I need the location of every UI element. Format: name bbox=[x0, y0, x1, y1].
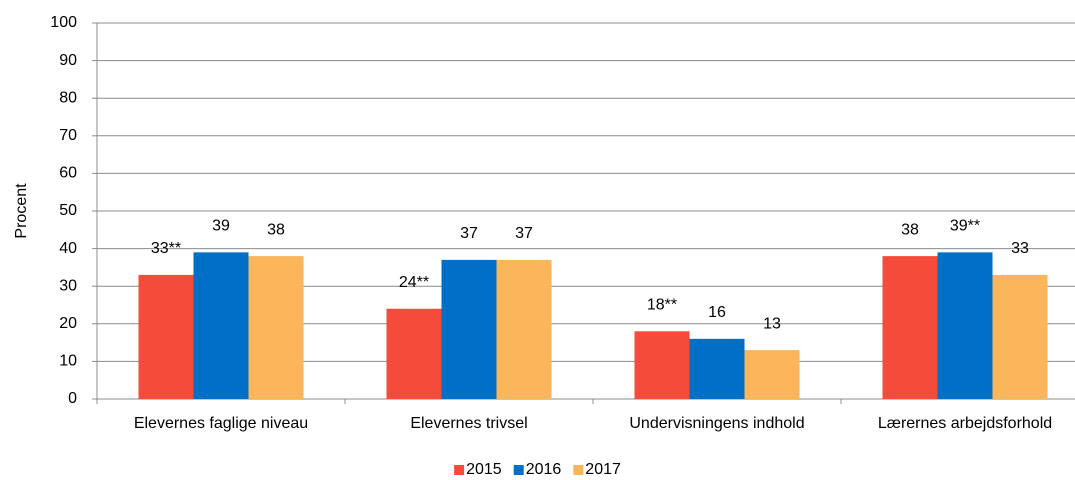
bar bbox=[937, 252, 993, 399]
y-axis-label: Procent bbox=[13, 183, 30, 239]
bar bbox=[634, 331, 690, 399]
data-label: 39 bbox=[212, 218, 230, 235]
bar bbox=[386, 308, 442, 399]
bar bbox=[882, 256, 938, 399]
y-tick-label: 60 bbox=[59, 165, 77, 182]
data-label: 38 bbox=[267, 221, 285, 238]
data-label: 13 bbox=[763, 315, 781, 332]
bar bbox=[744, 350, 800, 399]
y-tick-label: 80 bbox=[59, 89, 77, 106]
data-label: 37 bbox=[515, 225, 533, 242]
y-tick-label: 50 bbox=[59, 202, 77, 219]
x-tick-label: Lærernes arbejdsforhold bbox=[878, 415, 1052, 432]
legend-label: 2015 bbox=[466, 461, 502, 478]
legend-item: 2017 bbox=[573, 461, 621, 478]
data-label: 33 bbox=[1011, 240, 1029, 257]
bar bbox=[992, 274, 1048, 399]
bar bbox=[496, 259, 552, 399]
x-tick-label: Undervisningens indhold bbox=[629, 415, 804, 432]
data-label: 37 bbox=[460, 225, 478, 242]
y-tick-label: 0 bbox=[68, 390, 77, 407]
legend-swatch bbox=[513, 465, 524, 475]
data-label: 39** bbox=[950, 218, 980, 235]
y-tick-label: 30 bbox=[59, 277, 77, 294]
bar bbox=[248, 256, 304, 399]
y-tick-label: 70 bbox=[59, 127, 77, 144]
legend-label: 2016 bbox=[526, 461, 562, 478]
bar bbox=[193, 252, 249, 399]
x-tick-label: Elevernes trivsel bbox=[410, 415, 527, 432]
bar bbox=[138, 274, 194, 399]
data-label: 38 bbox=[901, 221, 919, 238]
data-label: 24** bbox=[399, 274, 429, 291]
legend-label: 2017 bbox=[585, 461, 621, 478]
bar bbox=[441, 259, 497, 399]
data-label: 33** bbox=[151, 240, 181, 257]
legend-swatch bbox=[454, 465, 465, 475]
y-tick-label: 100 bbox=[50, 14, 77, 31]
data-label: 16 bbox=[708, 304, 726, 321]
legend-item: 2015 bbox=[454, 461, 502, 478]
y-tick-label: 40 bbox=[59, 240, 77, 257]
y-tick-label: 20 bbox=[59, 315, 77, 332]
data-label: 18** bbox=[647, 297, 677, 314]
bar bbox=[689, 338, 745, 399]
y-tick-label: 10 bbox=[59, 353, 77, 370]
legend-item: 2016 bbox=[513, 461, 562, 478]
y-tick-label: 90 bbox=[59, 52, 77, 69]
x-tick-label: Elevernes faglige niveau bbox=[134, 415, 308, 432]
legend-swatch bbox=[573, 465, 584, 475]
